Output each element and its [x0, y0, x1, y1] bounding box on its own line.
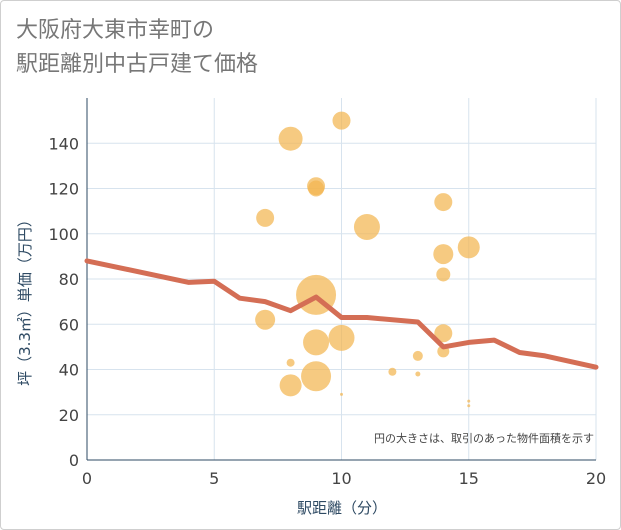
x-tick-label: 5: [209, 469, 219, 488]
data-point: [332, 111, 351, 130]
y-tick-label: 120: [48, 180, 79, 199]
y-axis-label: 坪（3.3㎡）単価（万円）: [16, 212, 34, 386]
data-point: [467, 399, 471, 403]
data-point: [415, 371, 421, 377]
x-axis-label: 駅距離（分）: [297, 499, 387, 517]
data-point: [301, 361, 332, 392]
data-point: [412, 350, 423, 361]
data-point: [457, 236, 480, 259]
data-point: [434, 193, 453, 212]
y-tick-label: 60: [59, 315, 79, 334]
chart-title-line1: 大阪府大東市幸町の: [16, 18, 215, 43]
tick-labels: 0 20 40 60 80 100 120 140 0 5 10 15 20: [48, 134, 606, 488]
y-tick-label: 20: [59, 406, 79, 425]
y-tick-label: 80: [59, 270, 79, 289]
data-point: [279, 374, 302, 397]
data-point: [467, 404, 471, 408]
data-point: [286, 358, 295, 367]
x-tick-label: 15: [459, 469, 479, 488]
trend-line: [84, 258, 599, 370]
chart-title-line2: 駅距離別中古戸建て価格: [16, 52, 259, 77]
bubble-layer: [255, 111, 480, 408]
data-point: [308, 180, 325, 197]
x-tick-label: 10: [331, 469, 351, 488]
data-point: [433, 244, 454, 265]
data-point: [436, 267, 451, 282]
y-tick-label: 140: [48, 134, 79, 153]
x-tick-label: 0: [82, 469, 92, 488]
data-point: [328, 324, 355, 351]
size-annotation: 円の大きさは、取引のあった物件面積を示す: [374, 431, 594, 445]
data-point: [340, 392, 343, 396]
data-point: [388, 367, 397, 376]
chart-title: 大阪府大東市幸町の 駅距離別中古戸建て価格: [16, 14, 456, 82]
data-point: [303, 329, 330, 356]
data-point: [434, 324, 453, 343]
y-tick-label: 0: [69, 451, 79, 470]
trend-layer: [84, 258, 599, 370]
data-point: [278, 126, 303, 151]
y-tick-label: 40: [59, 361, 79, 380]
data-point: [256, 208, 275, 227]
data-point: [353, 213, 380, 240]
data-point: [255, 309, 276, 330]
x-tick-label: 20: [586, 469, 606, 488]
y-tick-label: 100: [48, 225, 79, 244]
